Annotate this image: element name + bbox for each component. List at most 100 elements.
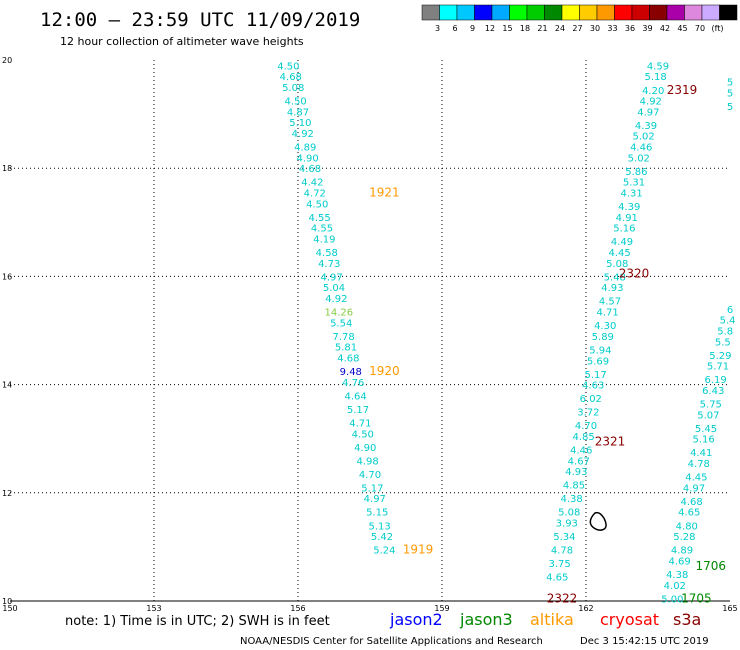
wave-height-value: 5.86 — [625, 167, 647, 178]
wave-height-value: 4.30 — [594, 321, 616, 332]
wave-height-value: 5.31 — [623, 178, 645, 189]
legend-swatch — [544, 4, 563, 21]
wave-height-value: 4.70 — [575, 421, 597, 432]
note-text: note: 1) Time is in UTC; 2) SWH is in fe… — [65, 614, 330, 629]
wave-height-value: 5.17 — [584, 370, 606, 381]
wave-height-value: 4.45 — [685, 473, 707, 484]
wave-height-value: 5.29 — [709, 351, 731, 362]
wave-height-value: 4.87 — [287, 107, 309, 118]
wave-height-value: 4.78 — [688, 459, 710, 470]
legend-label: 18 — [520, 24, 530, 33]
wave-height-value: 5.42 — [371, 532, 393, 543]
wave-height-value: 4.49 — [611, 237, 633, 248]
wave-height-value: 4.76 — [342, 378, 364, 389]
wave-height-value: 5.71 — [707, 362, 729, 373]
wave-height-value: 4.67 — [568, 456, 590, 467]
wave-height-value: 4.20 — [642, 86, 664, 97]
pass-time-label: 1920 — [369, 364, 400, 378]
x-tick-label: 159 — [434, 604, 449, 613]
wave-height-value: 5.5 — [715, 337, 731, 348]
wave-height-value: 4.97 — [637, 107, 659, 118]
wave-height-value: 5.24 — [373, 546, 395, 557]
wave-height-value: 5.16 — [613, 224, 635, 235]
legend-label: 9 — [470, 24, 475, 33]
wave-height-value: 4.90 — [354, 443, 376, 454]
wave-height-value: 4.69 — [668, 556, 690, 567]
wave-height-value: 4.92 — [292, 129, 314, 140]
legend-label: 6 — [452, 24, 457, 33]
legend-swatch — [701, 4, 720, 21]
wave-height-value: 5 — [727, 102, 733, 113]
wave-height-value: 4.38 — [666, 570, 688, 581]
color-legend: 3 6 9 12 15 18 21 24 27 30 33 36 39 42 45 70 (ft) — [421, 4, 738, 33]
legend-swatch — [596, 4, 615, 21]
plot-area: 150 153 156 159 162 1652018161412104.504.685.… — [2, 56, 738, 613]
credit-text: NOAA/NESDIS Center for Satellite Applica… — [240, 636, 543, 647]
legend-label: 70 — [695, 24, 705, 33]
timestamp-text: Dec 3 15:42:15 UTC 2019 — [580, 636, 709, 647]
wave-height-value: 4.73 — [318, 259, 340, 270]
y-tick-label: 10 — [2, 597, 12, 606]
wave-height-value: 5.17 — [347, 405, 369, 416]
wave-height-value: 4.45 — [608, 248, 630, 259]
wave-height-value: 4.98 — [356, 456, 378, 467]
footer: note: 1) Time is in UTC; 2) SWH is in fe… — [65, 610, 709, 647]
wave-height-value: 4.65 — [546, 573, 568, 584]
wave-height-value: 5.08 — [282, 83, 304, 94]
wave-height-value: 4.90 — [296, 153, 318, 164]
wave-height-value: 9.48 — [340, 367, 362, 378]
legend-swatch — [474, 4, 493, 21]
wave-height-value: 4.59 — [647, 61, 669, 72]
legend-label: 36 — [625, 24, 635, 33]
wave-height-value: 5.18 — [644, 72, 666, 83]
legend-swatch — [439, 4, 458, 21]
legend-swatch — [666, 4, 685, 21]
wave-height-value: 4.92 — [640, 97, 662, 108]
wave-height-value: 4.02 — [664, 581, 686, 592]
wave-height-value: 4.68 — [299, 164, 321, 175]
legend-swatch — [649, 4, 668, 21]
wave-height-value: 4.57 — [599, 297, 621, 308]
wave-height-value: 5.04 — [323, 283, 345, 294]
wave-height-value: 4.71 — [349, 418, 371, 429]
wave-height-value: 6.43 — [702, 386, 724, 397]
satellite-label-jason3: jason3 — [459, 610, 513, 629]
wave-height-value: 4.39 — [635, 121, 657, 132]
wave-height-value: 5.45 — [695, 424, 717, 435]
legend-swatch — [631, 4, 650, 21]
legend-label: 33 — [607, 24, 617, 33]
wave-height-value: 3.75 — [548, 559, 570, 570]
pass-time-label: 2319 — [667, 83, 698, 97]
wave-height-value: 5.89 — [592, 332, 614, 343]
wave-height-value: 4.97 — [683, 483, 705, 494]
wave-height-value: 3.72 — [577, 408, 599, 419]
pass-time-label: 1705 — [681, 591, 712, 605]
wave-height-value: 4.46 — [570, 446, 592, 457]
legend-swatch — [509, 4, 528, 21]
wave-height-value: 4.68 — [337, 354, 359, 365]
wave-height-value: 5.10 — [289, 118, 311, 129]
wave-height-value: 7.78 — [332, 332, 354, 343]
wave-height-value: 5.54 — [330, 318, 352, 329]
legend-label: 12 — [485, 24, 495, 33]
wave-height-value: 14.26 — [324, 308, 353, 319]
legend-label: 30 — [590, 24, 600, 33]
wave-height-value: 4.93 — [601, 283, 623, 294]
wave-height-value: 4.39 — [618, 202, 640, 213]
wave-height-value: 4.71 — [596, 308, 618, 319]
wave-height-value: 5.75 — [700, 400, 722, 411]
wave-height-value: 6.02 — [580, 394, 602, 405]
wave-height-value: 4.58 — [316, 248, 338, 259]
y-tick-label: 18 — [2, 164, 12, 173]
wave-height-value: 4.31 — [620, 189, 642, 200]
wave-height-value: 5.00 — [661, 594, 683, 605]
wave-height-value: 3.93 — [556, 519, 578, 530]
satellite-label-altika: altika — [530, 610, 574, 629]
wave-height-value: 4.55 — [311, 224, 333, 235]
legend-swatch — [526, 4, 545, 21]
legend-label: 27 — [572, 24, 582, 33]
wave-height-value: 5.48 — [604, 272, 626, 283]
x-tick-label: 156 — [290, 604, 305, 613]
legend-label: 24 — [555, 24, 565, 33]
